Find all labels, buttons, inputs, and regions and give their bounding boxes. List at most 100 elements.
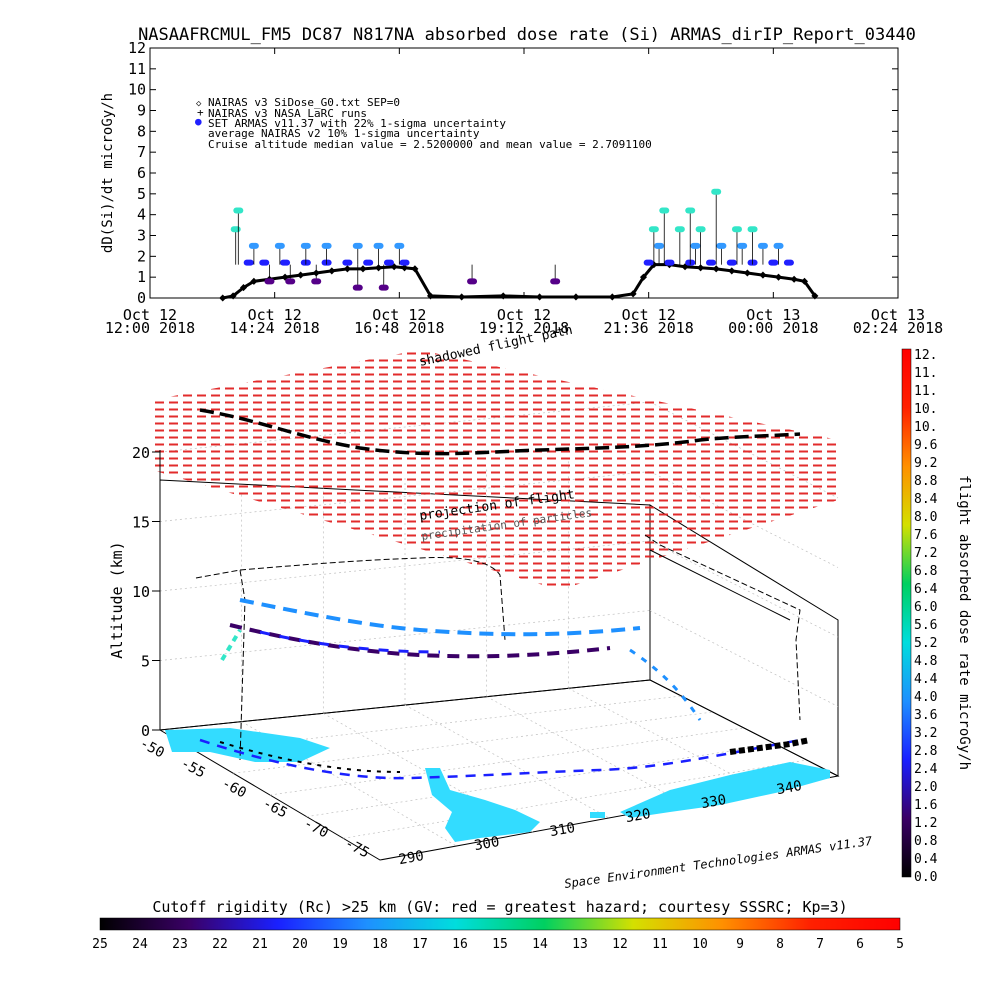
series-2 bbox=[248, 242, 784, 265]
projection-line-right-2 bbox=[649, 549, 791, 621]
nairas-point bbox=[790, 275, 798, 283]
floor-grid-line bbox=[404, 704, 610, 819]
dose-tick-label: 7.6 bbox=[914, 528, 937, 543]
armas-point bbox=[737, 242, 748, 249]
x-tick-label-date: Oct 12 bbox=[248, 306, 302, 324]
rigidity-tick-label: 23 bbox=[172, 937, 188, 952]
top-plot-legend: ◇ NAIRAS v3 SiDose_G0.txt SEP=0 + NAIRAS… bbox=[195, 96, 652, 151]
y-tick-label: 5 bbox=[137, 185, 146, 203]
nairas-point bbox=[800, 277, 809, 285]
rigidity-tick-label: 6 bbox=[856, 937, 864, 952]
nairas-point bbox=[697, 264, 705, 272]
x-tick-label-time: 00:00 2018 bbox=[728, 319, 818, 337]
armas-point bbox=[383, 259, 394, 266]
y-tick-label: 0 bbox=[137, 289, 146, 307]
three-d-plot: shadowed flight path projection of fligh… bbox=[108, 323, 874, 891]
south-america-landmass bbox=[165, 728, 330, 762]
armas-point bbox=[280, 259, 291, 266]
armas-point bbox=[264, 278, 275, 285]
credit-text: Space Environment Technologies ARMAS v11… bbox=[563, 834, 873, 891]
armas-point bbox=[654, 242, 665, 249]
rigidity-tick-label: 15 bbox=[492, 937, 508, 952]
nairas-point bbox=[328, 267, 336, 275]
flight-dose-segment-lower-blue bbox=[259, 630, 441, 654]
nairas-point bbox=[400, 264, 409, 272]
y-tick-label: 11 bbox=[128, 60, 146, 78]
nairas-point bbox=[219, 294, 227, 302]
legend-symbol-2: ● bbox=[195, 115, 202, 128]
nairas-point bbox=[229, 292, 237, 300]
armas-point bbox=[757, 242, 768, 249]
x-tick-label-time: 14:24 2018 bbox=[230, 319, 320, 337]
dose-tick-label: 8.4 bbox=[914, 492, 938, 507]
altitude-tick-label: 10 bbox=[132, 583, 150, 601]
armas-point bbox=[373, 242, 384, 249]
rigidity-tick-label: 20 bbox=[292, 937, 308, 952]
armas-point bbox=[321, 242, 332, 249]
dose-tick-label: 9.2 bbox=[914, 456, 937, 471]
top-plot-title: NASAAFRCMUL_FM5 DC87 N817NA absorbed dos… bbox=[138, 25, 916, 45]
legend-symbol-1: + bbox=[197, 106, 204, 119]
x-tick-label-date: Oct 12 bbox=[497, 306, 551, 324]
armas-point bbox=[726, 259, 737, 266]
antarctica-landmass bbox=[620, 762, 830, 818]
longitude-tick-label: 290 bbox=[397, 848, 425, 868]
wall-grid-line bbox=[649, 540, 839, 638]
top-plot-ylabel: dD(Si)/dt microGy/h bbox=[100, 93, 116, 253]
x-tick-label-time: 21:36 2018 bbox=[604, 319, 694, 337]
rigidity-colorbar-label: Cutoff rigidity (Rc) >25 km (GV: red = g… bbox=[152, 898, 847, 916]
armas-point bbox=[685, 207, 696, 214]
rigidity-tick-label: 16 bbox=[452, 937, 468, 952]
armas-point bbox=[248, 242, 259, 249]
nairas-point bbox=[728, 267, 736, 275]
altitude-axis-label: Altitude (km) bbox=[108, 541, 126, 658]
latitude-tick-label: -50 bbox=[137, 735, 167, 761]
dose-tick-label: 0.8 bbox=[914, 834, 937, 849]
armas-point bbox=[342, 259, 353, 266]
dose-colorbar-gradient bbox=[901, 348, 912, 878]
armas-point bbox=[550, 278, 561, 285]
longitude-ticks: 290 300 310 320 330 340 bbox=[397, 778, 803, 868]
island-landmass bbox=[590, 812, 605, 818]
nairas-point bbox=[608, 293, 616, 301]
dose-tick-label: 7.2 bbox=[914, 546, 937, 561]
armas-point bbox=[690, 242, 701, 249]
shadowed-flight-path-line bbox=[199, 408, 801, 456]
legend-entry-3: average NAIRAS v2 10% 1-sigma uncertaint… bbox=[208, 127, 480, 140]
dose-tick-label: 4.8 bbox=[914, 654, 937, 669]
rigidity-tick-label: 9 bbox=[736, 937, 744, 952]
y-tick-label: 12 bbox=[128, 39, 146, 57]
latitude-tick-label: -75 bbox=[342, 835, 372, 861]
rigidity-tick-label: 7 bbox=[816, 937, 824, 952]
rigidity-colorbar-gradient bbox=[99, 917, 901, 931]
dose-tick-label: 11. bbox=[914, 366, 937, 381]
nairas-point bbox=[743, 269, 751, 277]
nairas-point bbox=[359, 265, 367, 273]
nairas-point bbox=[572, 293, 580, 301]
legend-symbol-0: ◇ bbox=[196, 99, 202, 109]
dose-tick-label: 5.2 bbox=[914, 636, 937, 651]
latitude-tick-label: -70 bbox=[301, 815, 331, 841]
floor-grid-line bbox=[568, 688, 762, 791]
latitude-tick-label: -65 bbox=[260, 795, 290, 821]
series-0 bbox=[219, 261, 819, 302]
nairas-point bbox=[629, 290, 637, 298]
flight-dose-segment-upper bbox=[239, 598, 641, 637]
dose-tick-label: 3.2 bbox=[914, 726, 937, 741]
ground-track-path-dark bbox=[219, 741, 401, 773]
antarctic-peninsula-landmass bbox=[425, 768, 540, 842]
armas-point bbox=[643, 259, 654, 266]
y-tick-label: 4 bbox=[137, 206, 146, 224]
dose-colorbar-ticks: 12. 11. 11. 10. 10. 9.6 9.2 8.8 8.4 8.0 7.6 7.2 6.8 6… bbox=[914, 348, 938, 885]
nairas-point bbox=[774, 273, 783, 281]
altitude-ticks: 0 5 10 15 20 bbox=[132, 444, 161, 740]
dose-tick-label: 0.4 bbox=[914, 852, 938, 867]
rigidity-tick-label: 19 bbox=[332, 937, 348, 952]
nairas-point bbox=[639, 273, 648, 281]
longitude-tick-label: 330 bbox=[700, 792, 728, 812]
rigidity-tick-label: 24 bbox=[132, 937, 148, 952]
rigidity-tick-label: 17 bbox=[412, 937, 428, 952]
